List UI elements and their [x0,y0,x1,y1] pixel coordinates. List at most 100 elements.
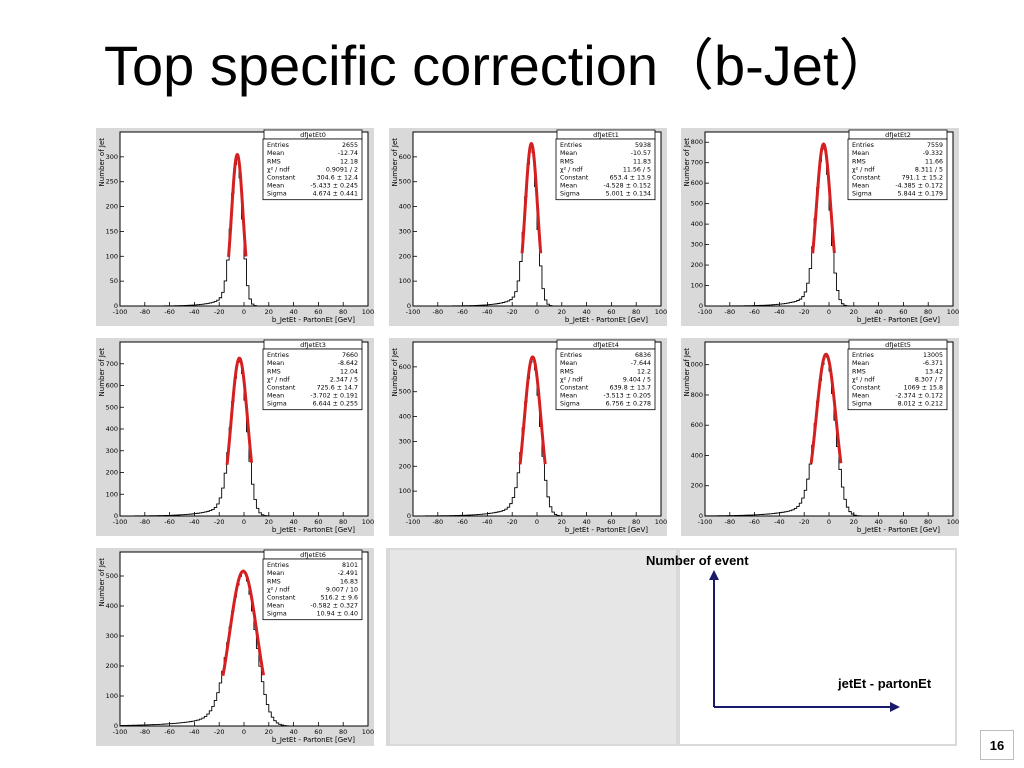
stats-key: Sigma [267,401,287,408]
x-tick-label: 0 [242,308,246,316]
y-tick-label: 600 [691,179,703,187]
stats-key: χ² / ndf [267,376,290,383]
stats-value: 13005 [923,352,943,359]
y-tick-label: 100 [106,252,118,260]
stats-key: Mean [267,393,284,400]
stats-value: 8.012 ± 0.212 [898,401,943,408]
histogram-panel-3: -100 -80 -60 -40 -20 0 20 40 60 80 100 0 100 200 300 40… [96,338,374,536]
y-tick-label: 0 [114,512,118,520]
x-tick-label: 40 [582,308,590,316]
y-tick-label: 100 [399,487,411,495]
stats-value: 5.001 ± 0.134 [606,191,651,198]
stats-value: 11.56 / 5 [623,166,651,173]
annotation-x-label: jetEt - partonEt [837,676,932,691]
gaussian-fit-curve [518,355,547,465]
stats-value: 16.83 [340,578,358,585]
stats-key: Sigma [852,191,872,198]
x-tick-label: -40 [774,518,785,526]
stats-key: Mean [560,183,577,190]
x-tick-label: 0 [535,518,539,526]
x-tick-label: 100 [947,518,959,526]
x-tick-label: 100 [655,308,667,316]
stats-title: dfJetEt2 [885,131,911,139]
histogram-panel-1: -100 -80 -60 -40 -20 0 20 40 60 80 100 0 100 200 300 40… [389,128,667,326]
stats-value: -6.371 [923,360,943,367]
x-axis-label: b_JetEt - PartonEt [GeV] [272,526,355,534]
stats-key: Sigma [852,401,872,408]
stats-box [847,138,948,201]
y-tick-label: 300 [106,153,118,161]
stats-value: -10.57 [631,150,651,157]
gaussian-fit-curve [811,142,836,254]
stats-key: χ² / ndf [852,376,875,383]
stats-key: Entries [267,562,289,569]
y-tick-label: 100 [106,692,118,700]
x-tick-label: -100 [698,308,713,316]
x-tick-label: -20 [214,308,225,316]
x-tick-label: 40 [289,518,297,526]
x-tick-label: -40 [189,308,200,316]
stats-key: Entries [852,142,874,149]
stats-value: 4.674 ± 0.441 [313,191,358,198]
x-tick-label: 20 [558,518,566,526]
y-tick-label: 700 [691,159,703,167]
y-tick-label: 800 [691,391,703,399]
stats-value: 6.756 ± 0.278 [606,401,651,408]
x-tick-label: -20 [214,728,225,736]
stats-box [262,138,363,201]
stats-box [262,348,363,411]
y-tick-label: 400 [106,425,118,433]
y-axis-label: Number of Jet [391,348,399,397]
stats-value: 639.8 ± 13.7 [610,385,651,392]
stats-key: Constant [267,595,296,602]
x-tick-label: -60 [749,308,760,316]
stats-title: dfJetEt1 [593,131,619,139]
x-tick-label: -80 [432,308,443,316]
stats-value: -8.642 [338,360,358,367]
stats-value: 12.2 [637,368,651,375]
y-tick-label: 200 [106,662,118,670]
stats-value: -9.332 [923,150,943,157]
stats-key: Entries [560,142,582,149]
stats-key: Constant [560,385,589,392]
y-tick-label: 400 [106,602,118,610]
gaussian-fit-curve [809,352,843,464]
stats-key: Entries [852,352,874,359]
stats-key: Mean [267,360,284,367]
x-tick-label: -80 [432,518,443,526]
y-tick-label: 400 [399,203,411,211]
x-axis-label: b_JetEt - PartonEt [GeV] [857,526,940,534]
x-tick-label: 80 [339,518,347,526]
stats-value: 8.307 / 7 [915,376,943,383]
x-tick-label: 80 [339,308,347,316]
stats-value: -0.582 ± 0.327 [310,603,358,610]
histogram-panel-6: -100 -80 -60 -40 -20 0 20 40 60 80 100 0 100 200 300 40… [96,548,374,746]
y-tick-label: 0 [407,302,411,310]
x-tick-label: -60 [164,308,175,316]
x-axis-label: b_JetEt - PartonEt [GeV] [565,316,648,324]
stats-key: Sigma [560,401,580,408]
x-tick-label: -60 [749,518,760,526]
gaussian-fit-curve [221,569,266,676]
x-tick-label: -40 [482,308,493,316]
stats-key: Constant [852,175,881,182]
stats-value: 11.83 [633,158,651,165]
y-tick-label: 250 [106,178,118,186]
y-tick-label: 300 [399,437,411,445]
y-tick-label: 400 [399,413,411,421]
y-tick-label: 0 [699,512,703,520]
stats-key: χ² / ndf [560,166,583,173]
stats-key: Mean [560,150,577,157]
stats-value: -5.433 ± 0.245 [310,183,358,190]
stats-key: Mean [852,360,869,367]
x-tick-label: -80 [724,308,735,316]
y-tick-label: 0 [114,722,118,730]
y-tick-label: 600 [399,153,411,161]
annotation-y-label: Number of event [646,553,749,568]
stats-value: 13.42 [925,368,943,375]
y-tick-label: 100 [399,277,411,285]
stats-key: Mean [852,393,869,400]
stats-key: RMS [267,578,281,585]
stats-value: 725.6 ± 14.7 [317,385,358,392]
x-tick-label: 0 [827,308,831,316]
